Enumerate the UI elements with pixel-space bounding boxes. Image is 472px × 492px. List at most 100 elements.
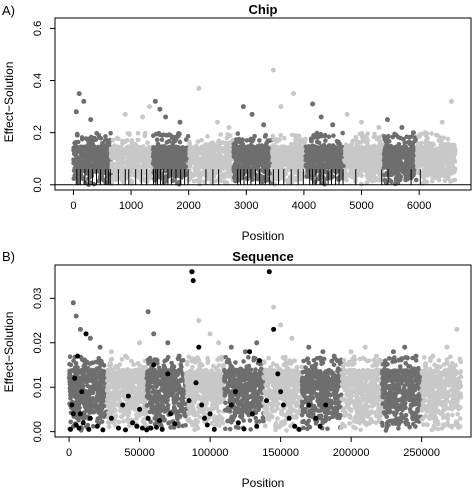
scatter-point — [180, 150, 185, 155]
peak-point — [152, 98, 158, 104]
scatter-point — [121, 419, 126, 424]
x-tick-label: 3000 — [234, 200, 258, 212]
scatter-point — [433, 156, 438, 161]
peak-point — [226, 125, 232, 130]
scatter-point — [178, 155, 183, 160]
peak-point — [270, 67, 276, 73]
scatter-point — [186, 167, 192, 172]
scatter-point — [168, 168, 173, 174]
peak-point — [177, 119, 183, 125]
scatter-point — [390, 151, 396, 157]
scatter-point — [257, 138, 262, 143]
scatter-point — [71, 176, 77, 181]
scatter-point — [96, 372, 102, 377]
scatter-point — [144, 165, 150, 171]
scatter-point — [419, 151, 425, 157]
scatter-point — [390, 164, 396, 169]
scatter-point — [107, 406, 113, 412]
scatter-point — [142, 162, 148, 167]
scatter-point — [197, 175, 203, 180]
peak-point — [448, 98, 454, 104]
scatter-point — [382, 157, 387, 162]
scatter-point — [173, 161, 179, 167]
scatter-point — [433, 132, 439, 138]
scatter-point — [394, 168, 399, 173]
scatter-point — [447, 168, 453, 173]
scatter-point — [88, 139, 94, 144]
scatter-point — [293, 137, 298, 142]
scatter-point — [321, 146, 327, 151]
peak-point — [399, 125, 405, 130]
scatter-point — [437, 160, 443, 166]
scatter-point — [194, 178, 199, 184]
scatter-point — [393, 178, 399, 183]
scatter-point — [420, 162, 426, 167]
scatter-point — [86, 404, 92, 409]
scatter-point — [305, 162, 311, 168]
scatter-point — [311, 156, 316, 161]
peak-point — [439, 119, 445, 125]
x-tick-label: 5000 — [349, 200, 373, 212]
peak-point — [310, 101, 316, 107]
scatter-point — [173, 156, 178, 162]
scatter-point — [449, 155, 455, 161]
scatter-point — [331, 133, 336, 138]
scatter-point — [102, 157, 107, 162]
scatter-point — [88, 361, 94, 366]
scatter-point — [214, 164, 219, 169]
scatter-point — [94, 366, 100, 371]
scatter-point — [74, 165, 79, 170]
scatter-point — [323, 138, 328, 143]
scatter-point — [176, 131, 181, 136]
scatter-point — [93, 359, 99, 365]
scatter-point — [340, 130, 346, 136]
scatter-point — [77, 380, 83, 385]
peak-point — [344, 111, 350, 117]
scatter-point — [146, 161, 152, 167]
scatter-point — [115, 163, 120, 169]
scatter-point — [258, 159, 263, 165]
scatter-point — [129, 151, 134, 156]
scatter-point — [450, 163, 456, 169]
scatter-point — [68, 396, 73, 401]
scatter-point — [123, 146, 129, 152]
scatter-point — [383, 161, 388, 166]
peak-point — [122, 111, 128, 117]
scatter-point — [98, 393, 103, 398]
peak-point — [73, 313, 79, 319]
scatter-point — [328, 175, 333, 181]
scatter-point — [417, 170, 422, 175]
x-tick-label: 4000 — [292, 200, 316, 212]
scatter-point — [216, 143, 222, 148]
scatter-point — [280, 157, 286, 163]
scatter-point — [96, 381, 102, 386]
x-tick-label: 2000 — [176, 200, 200, 212]
scatter-point — [153, 147, 158, 153]
scatter-point — [152, 155, 158, 160]
peak-point — [291, 91, 296, 97]
scatter-point — [80, 176, 86, 182]
scatter-point — [414, 161, 420, 166]
scatter-point — [213, 178, 218, 184]
scatter-point — [202, 147, 208, 152]
peak-point — [76, 91, 82, 97]
scatter-point — [108, 153, 114, 159]
scatter-point — [448, 149, 454, 154]
scatter-point — [83, 374, 88, 379]
panel-b-label: B) — [2, 249, 15, 264]
scatter-point — [396, 173, 402, 179]
x-tick-label: 6000 — [407, 200, 431, 212]
scatter-point — [227, 133, 233, 138]
scatter-point — [176, 148, 181, 154]
scatter-point — [323, 162, 328, 168]
scatter-point — [144, 153, 150, 158]
peak-point — [410, 130, 416, 136]
scatter-point — [136, 151, 142, 157]
scatter-point — [176, 168, 181, 174]
scatter-point — [100, 140, 105, 146]
scatter-point — [438, 135, 443, 140]
peak-point — [359, 119, 364, 125]
scatter-point — [203, 142, 209, 147]
scatter-point — [345, 164, 351, 169]
scatter-point — [402, 144, 408, 150]
